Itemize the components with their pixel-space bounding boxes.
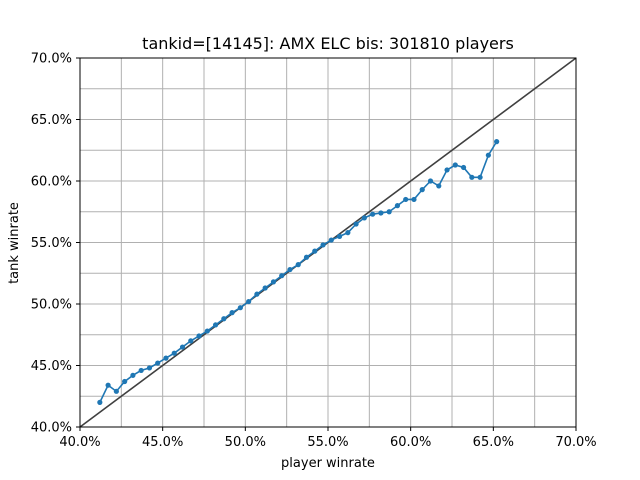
y-tick-label: 60.0% [31, 175, 72, 190]
x-axis-label: player winrate [281, 456, 375, 471]
x-tick-label: 50.0% [225, 435, 266, 450]
data-point [303, 254, 310, 260]
data-point [436, 183, 442, 189]
data-point [287, 266, 293, 273]
data-point [97, 399, 103, 405]
data-point [212, 322, 219, 328]
data-point [477, 174, 483, 180]
data-point [188, 338, 194, 344]
data-point [494, 139, 500, 145]
x-tick-label: 40.0% [59, 435, 100, 450]
data-point [378, 210, 384, 216]
data-point [105, 382, 111, 388]
data-point [270, 279, 277, 285]
data-point [155, 360, 161, 366]
data-point [113, 388, 119, 394]
data-point [229, 310, 235, 316]
data-point [163, 355, 169, 361]
data-point [469, 174, 475, 180]
data-point [419, 187, 425, 193]
data-point [444, 167, 450, 173]
data-point [279, 273, 285, 279]
x-tick-label: 60.0% [390, 435, 431, 450]
data-point [485, 152, 491, 158]
data-point [204, 328, 210, 334]
y-tick-label: 55.0% [31, 236, 72, 251]
series-group [97, 139, 500, 405]
data-point [171, 350, 177, 356]
data-point [394, 203, 401, 209]
data-point [237, 305, 243, 311]
data-point [353, 221, 359, 227]
data-point [411, 196, 417, 203]
data-point [403, 196, 409, 203]
x-tick-label: 65.0% [473, 435, 514, 450]
y-axis-label: tank winrate [7, 202, 22, 284]
data-point [427, 178, 434, 184]
data-point [138, 367, 144, 374]
x-tick-label: 55.0% [307, 435, 348, 450]
data-point [295, 262, 301, 268]
data-point [246, 298, 252, 305]
data-point [386, 209, 392, 215]
y-tick-label: 50.0% [31, 298, 72, 313]
data-point [146, 365, 153, 371]
data-point [122, 378, 128, 385]
x-tick-label: 45.0% [142, 435, 183, 450]
data-point [336, 233, 343, 239]
y-tick-label: 70.0% [31, 52, 72, 67]
chart-title: tankid=[14145]: AMX ELC bis: 301810 play… [142, 34, 514, 53]
data-point [370, 211, 376, 217]
y-axis-ticks: 40.0% 45.0% 50.0% 55.0% 60.0% 65.0% 70.0% [31, 52, 80, 436]
x-tick-label: 70.0% [555, 435, 596, 450]
y-tick-label: 65.0% [31, 113, 72, 128]
data-point [130, 372, 136, 378]
data-point [196, 333, 202, 339]
data-point [179, 344, 186, 350]
data-point [320, 242, 326, 248]
data-point [221, 316, 227, 322]
data-point [452, 162, 458, 168]
data-point [361, 215, 367, 221]
data-point [262, 285, 268, 291]
data-point [345, 230, 351, 236]
data-point [254, 291, 260, 297]
y-tick-label: 40.0% [31, 421, 72, 436]
x-axis-ticks: 40.0% 45.0% 50.0% 55.0% 60.0% 65.0% 70.0% [59, 427, 597, 450]
y-tick-label: 45.0% [31, 359, 72, 374]
data-point [312, 248, 318, 254]
data-point [328, 237, 334, 243]
data-point [460, 164, 467, 171]
